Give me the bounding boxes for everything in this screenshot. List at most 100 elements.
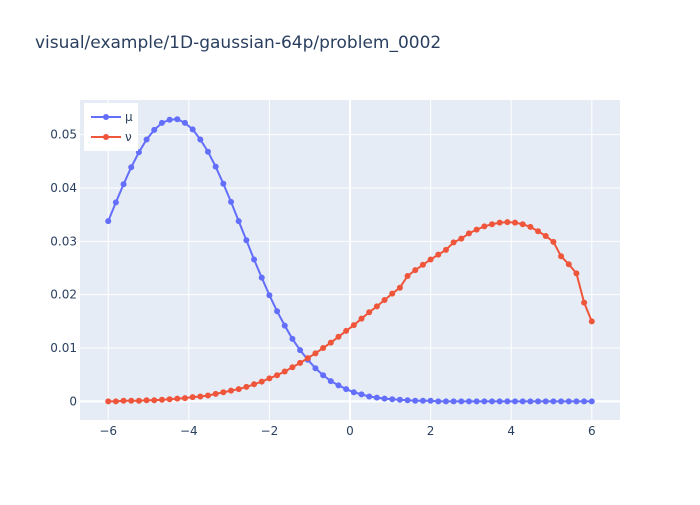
legend[interactable]: μν — [84, 103, 138, 151]
data-point — [143, 397, 150, 404]
data-point — [235, 218, 242, 225]
x-tick-label: −6 — [99, 424, 117, 438]
data-point — [527, 398, 534, 405]
data-point — [458, 235, 465, 242]
data-point — [335, 382, 342, 389]
x-tick-label: 6 — [588, 424, 596, 438]
data-point — [266, 375, 273, 382]
x-tick-label: 4 — [507, 424, 515, 438]
data-point — [465, 230, 472, 237]
data-point — [174, 395, 181, 402]
data-point — [151, 397, 158, 404]
data-point — [320, 345, 327, 351]
x-axis: −6 −4 −2 0 2 4 6 — [99, 424, 595, 438]
y-tick-label: 0.04 — [50, 181, 77, 195]
data-point — [120, 397, 127, 404]
data-point — [581, 299, 588, 306]
series-layer — [105, 116, 595, 405]
data-point — [258, 274, 265, 281]
data-point — [542, 233, 549, 239]
data-point — [427, 256, 434, 263]
data-point — [105, 398, 112, 405]
data-point — [151, 126, 158, 133]
data-point — [527, 223, 534, 230]
data-point — [565, 398, 572, 405]
data-point — [419, 397, 426, 404]
data-point — [166, 116, 173, 123]
data-point — [312, 365, 319, 372]
data-point — [204, 392, 211, 399]
data-point — [343, 386, 350, 393]
legend-item-1[interactable]: μ — [91, 110, 133, 124]
data-point — [174, 116, 181, 123]
data-point — [243, 237, 250, 244]
data-point — [120, 181, 127, 188]
data-point — [158, 119, 165, 126]
data-point — [289, 335, 296, 342]
data-point — [435, 398, 442, 405]
data-point — [373, 303, 380, 310]
data-point — [358, 391, 365, 398]
data-point — [197, 393, 204, 400]
data-point — [251, 381, 258, 388]
data-point — [381, 395, 388, 402]
data-point — [389, 290, 396, 297]
legend-swatch-marker — [103, 134, 109, 140]
y-tick-label: 0.02 — [50, 288, 77, 302]
data-point — [565, 261, 572, 268]
data-point — [550, 238, 557, 245]
data-point — [343, 327, 350, 334]
data-point — [465, 398, 472, 405]
data-point — [550, 398, 557, 405]
data-point — [243, 383, 250, 390]
data-point — [366, 393, 373, 400]
data-point — [481, 223, 488, 230]
data-point — [581, 398, 588, 405]
data-point — [412, 397, 419, 404]
data-point — [181, 119, 188, 126]
data-point — [404, 273, 411, 279]
data-point — [542, 398, 549, 405]
data-point — [573, 270, 580, 277]
data-point — [158, 396, 165, 403]
data-point — [558, 398, 565, 405]
data-point — [274, 308, 281, 315]
data-point — [496, 219, 503, 226]
data-point — [519, 398, 526, 405]
data-point — [235, 386, 242, 393]
data-point — [143, 136, 150, 143]
y-tick-label: 0.05 — [50, 128, 77, 142]
data-point — [266, 292, 273, 299]
data-point — [327, 339, 334, 346]
data-point — [535, 228, 542, 235]
data-point — [197, 136, 204, 143]
chart-title: visual/example/1D-gaussian-64p/problem_0… — [35, 33, 442, 53]
data-point — [389, 396, 396, 403]
data-point — [442, 398, 449, 405]
data-point — [535, 398, 542, 405]
data-point — [588, 398, 595, 405]
data-point — [189, 126, 196, 133]
data-point — [304, 355, 311, 362]
data-point — [504, 398, 511, 405]
legend-item-2[interactable]: ν — [91, 130, 132, 144]
data-point — [519, 221, 526, 228]
legend-label: μ — [125, 110, 133, 124]
data-point — [396, 396, 403, 403]
data-point — [220, 180, 227, 187]
y-tick-label: 0.01 — [50, 341, 77, 355]
data-point — [435, 251, 442, 258]
data-point — [327, 378, 334, 385]
data-point — [473, 226, 480, 233]
legend-box — [84, 103, 138, 151]
x-tick-label: 0 — [346, 424, 354, 438]
data-point — [320, 372, 327, 379]
series-line — [108, 221, 593, 403]
x-tick-label: 2 — [427, 424, 435, 438]
data-point — [112, 199, 119, 206]
data-point — [573, 398, 580, 405]
data-point — [212, 390, 219, 397]
series-2 — [105, 219, 595, 405]
data-point — [412, 267, 419, 274]
